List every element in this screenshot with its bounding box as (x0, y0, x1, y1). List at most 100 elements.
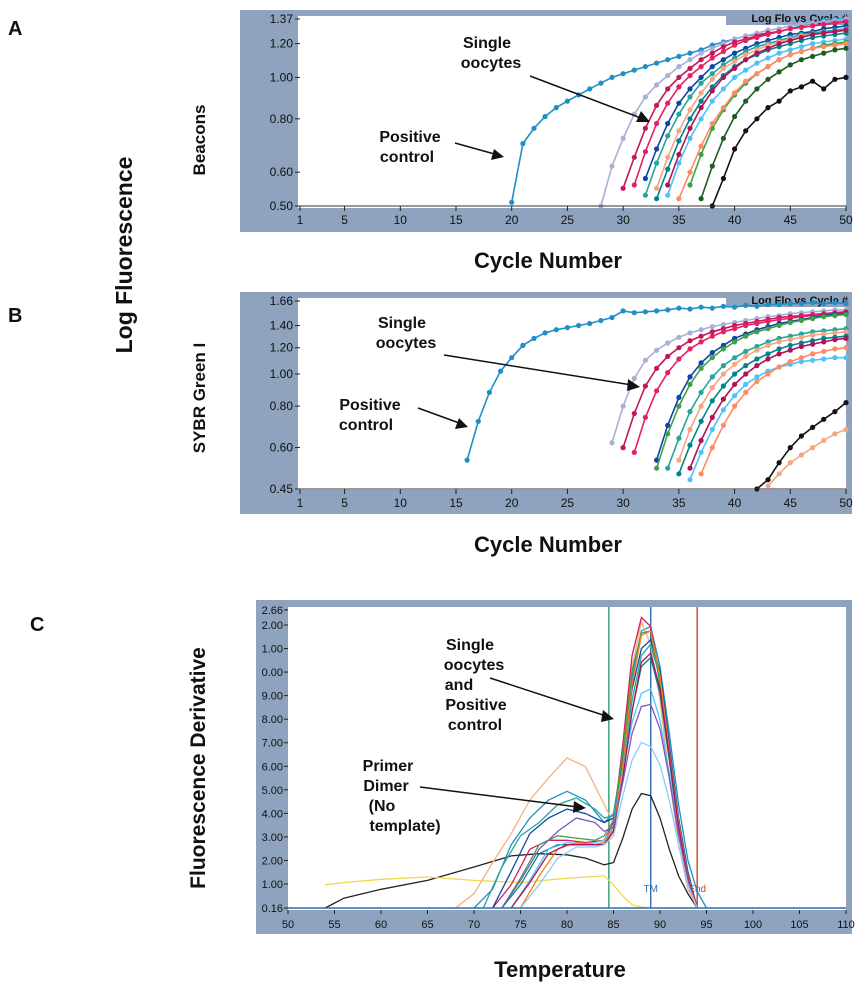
annotation-arrow (443, 354, 633, 386)
x-tick-label: 110 (837, 919, 855, 931)
data-point (765, 483, 771, 489)
data-point (732, 42, 738, 48)
x-tick-label: 60 (375, 919, 387, 931)
data-point (798, 84, 805, 90)
data-point (654, 60, 660, 66)
data-point (843, 74, 849, 80)
data-point (486, 389, 492, 395)
data-point (776, 50, 782, 56)
x-tick-label: 100 (744, 919, 762, 931)
data-point (631, 375, 637, 381)
data-point (754, 34, 760, 41)
data-point (821, 437, 827, 444)
data-point (754, 71, 760, 77)
data-point (832, 42, 838, 48)
data-point (475, 418, 481, 424)
data-point (709, 426, 715, 433)
annotation-line: Single (378, 315, 426, 332)
data-point (620, 308, 626, 314)
data-point (709, 76, 715, 82)
data-point (787, 319, 793, 326)
data-point (810, 300, 816, 306)
x-tick-label: 50 (839, 496, 853, 510)
data-point (798, 452, 805, 458)
data-point (698, 449, 704, 455)
data-point (520, 342, 526, 348)
x-tick-label: 65 (421, 919, 433, 931)
melt-curve-13 (501, 703, 698, 909)
data-point (654, 102, 660, 108)
data-point (798, 34, 805, 41)
data-point (709, 45, 715, 51)
data-point (631, 154, 637, 160)
data-point (832, 431, 838, 437)
data-point (798, 359, 805, 365)
x-tick-label: 85 (607, 919, 619, 931)
data-point (732, 146, 738, 152)
data-point (698, 403, 704, 409)
data-point (832, 346, 838, 352)
data-point (720, 371, 727, 377)
data-point (642, 192, 649, 198)
data-point (631, 449, 637, 455)
data-point (843, 312, 849, 318)
panel-c-xlabel: Temperature (494, 957, 626, 982)
data-point (821, 348, 827, 354)
data-point (776, 301, 782, 308)
data-point (665, 166, 671, 172)
data-point (687, 116, 693, 122)
y-tick-label: 1.40 (270, 319, 294, 333)
data-point (698, 389, 704, 395)
series-12 (698, 345, 849, 477)
x-tick-label: 40 (728, 213, 742, 227)
series-line (678, 42, 847, 200)
data-point (732, 381, 738, 387)
data-point (676, 74, 682, 80)
data-point (754, 347, 760, 353)
annotation-line: template) (369, 818, 440, 835)
data-point (754, 329, 760, 335)
series-line (678, 335, 847, 475)
panel-c: C Fluorescence Derivative TM End 50 55 60 65… (30, 600, 855, 982)
data-point (810, 424, 816, 430)
x-tick-label: 75 (514, 919, 526, 931)
data-point (709, 88, 715, 94)
annotation-arrow (454, 142, 499, 156)
data-point (520, 141, 526, 147)
data-point (843, 27, 849, 33)
data-point (821, 339, 827, 345)
data-point (765, 31, 771, 38)
data-point (709, 445, 715, 451)
x-tick-label: 20 (505, 213, 519, 227)
data-point (609, 314, 615, 321)
data-point (765, 356, 771, 362)
series-10 (687, 335, 849, 471)
data-point (709, 305, 715, 311)
x-tick-label: 90 (654, 919, 666, 931)
data-point (765, 351, 771, 357)
data-point (754, 356, 760, 362)
data-point (798, 334, 805, 340)
data-point (676, 111, 682, 117)
data-point (787, 52, 793, 58)
data-point (654, 347, 660, 353)
data-point (698, 143, 704, 149)
data-point (720, 48, 727, 55)
data-point (743, 52, 749, 58)
panel-a: A Beacons Log Flo vs Cycle # 1 5 10 15 20 25 3… (8, 10, 853, 273)
data-point (765, 64, 771, 70)
data-point (787, 342, 793, 348)
data-point (531, 125, 537, 131)
data-point (620, 185, 626, 191)
data-point (687, 442, 693, 448)
x-tick-label: 25 (561, 213, 575, 227)
data-point (798, 301, 805, 307)
data-point (665, 431, 671, 437)
y-tick-label: 1.37 (270, 12, 294, 26)
data-point (798, 433, 805, 439)
data-point (687, 94, 693, 100)
series-2 (609, 307, 849, 446)
data-point (798, 44, 805, 50)
y-tick-label: 1.66 (270, 294, 294, 308)
series-9 (665, 27, 849, 188)
